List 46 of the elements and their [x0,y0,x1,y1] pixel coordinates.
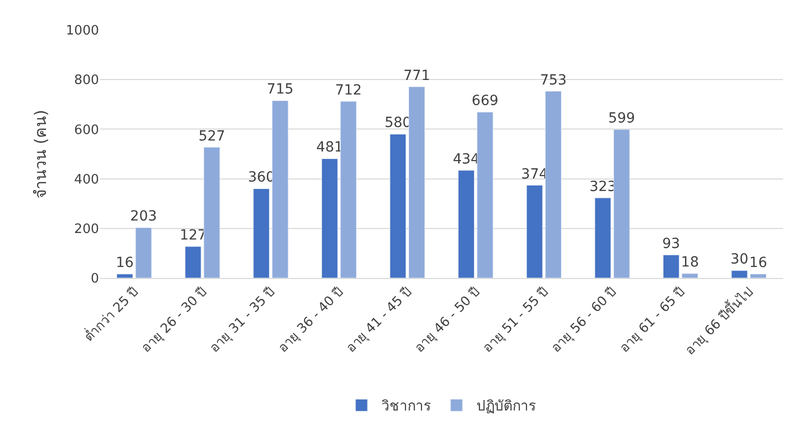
y-axis-title: จำนวน (คน) [30,110,50,198]
data-label: 771 [403,68,430,84]
bar [321,158,338,278]
data-label: 753 [540,72,567,88]
data-label: 374 [521,166,548,182]
y-tick-label: 0 [90,272,99,287]
y-tick-label: 400 [74,172,99,188]
bar [458,170,474,278]
bar [476,112,494,278]
data-label: 18 [681,254,699,271]
y-tick-label: 600 [74,122,99,138]
legend-label: ปฏิบัติการ [476,398,536,415]
bar [682,273,698,278]
bar [135,227,152,278]
data-label: 712 [335,82,362,98]
bar [545,91,562,278]
data-label: 434 [452,151,480,168]
bar [594,198,612,278]
bar [408,86,425,278]
bar [204,147,220,278]
data-label: 93 [662,236,680,252]
y-tick-label: 200 [74,222,99,237]
data-label: 715 [266,82,294,98]
data-label: 30 [730,252,748,268]
y-tick-label: 800 [74,73,99,88]
bar [750,274,766,278]
data-label: 527 [198,128,226,144]
bar [340,101,357,278]
bar [253,188,270,278]
data-label: 203 [130,208,157,225]
bar [731,270,748,278]
y-tick-label: 1000 [66,24,99,39]
bar [272,100,288,278]
bar [390,134,406,278]
bar [662,254,680,278]
data-label: 669 [472,93,498,110]
legend-label: วิชาการ [382,398,432,415]
data-label: 481 [316,140,344,156]
data-label: 16 [116,255,134,272]
data-label: 127 [180,228,206,244]
bar [526,185,543,278]
data-label: 599 [608,110,636,126]
bar [116,274,133,278]
bar [613,129,630,278]
data-label: 16 [749,255,768,272]
bar [184,246,202,278]
